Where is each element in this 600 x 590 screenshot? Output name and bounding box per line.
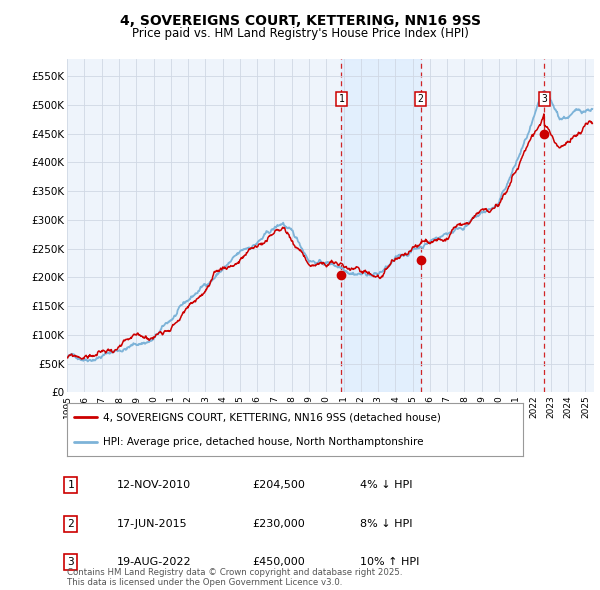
Text: 19-AUG-2022: 19-AUG-2022 — [117, 557, 191, 566]
Text: 2: 2 — [418, 94, 424, 104]
Text: 1: 1 — [67, 480, 74, 490]
Text: 2: 2 — [67, 519, 74, 529]
Text: 4, SOVEREIGNS COURT, KETTERING, NN16 9SS (detached house): 4, SOVEREIGNS COURT, KETTERING, NN16 9SS… — [103, 412, 440, 422]
Text: Price paid vs. HM Land Registry's House Price Index (HPI): Price paid vs. HM Land Registry's House … — [131, 27, 469, 40]
Bar — [341, 59, 421, 392]
Text: £204,500: £204,500 — [252, 480, 305, 490]
Text: HPI: Average price, detached house, North Northamptonshire: HPI: Average price, detached house, Nort… — [103, 437, 423, 447]
Text: 1: 1 — [338, 94, 344, 104]
Text: 10% ↑ HPI: 10% ↑ HPI — [360, 557, 419, 566]
Text: 17-JUN-2015: 17-JUN-2015 — [117, 519, 188, 529]
Text: 3: 3 — [67, 557, 74, 566]
Text: Contains HM Land Registry data © Crown copyright and database right 2025.
This d: Contains HM Land Registry data © Crown c… — [67, 568, 403, 587]
Text: £450,000: £450,000 — [252, 557, 305, 566]
Text: 4% ↓ HPI: 4% ↓ HPI — [360, 480, 413, 490]
Text: £230,000: £230,000 — [252, 519, 305, 529]
Text: 12-NOV-2010: 12-NOV-2010 — [117, 480, 191, 490]
Text: 8% ↓ HPI: 8% ↓ HPI — [360, 519, 413, 529]
Text: 4, SOVEREIGNS COURT, KETTERING, NN16 9SS: 4, SOVEREIGNS COURT, KETTERING, NN16 9SS — [119, 14, 481, 28]
Text: 3: 3 — [541, 94, 547, 104]
